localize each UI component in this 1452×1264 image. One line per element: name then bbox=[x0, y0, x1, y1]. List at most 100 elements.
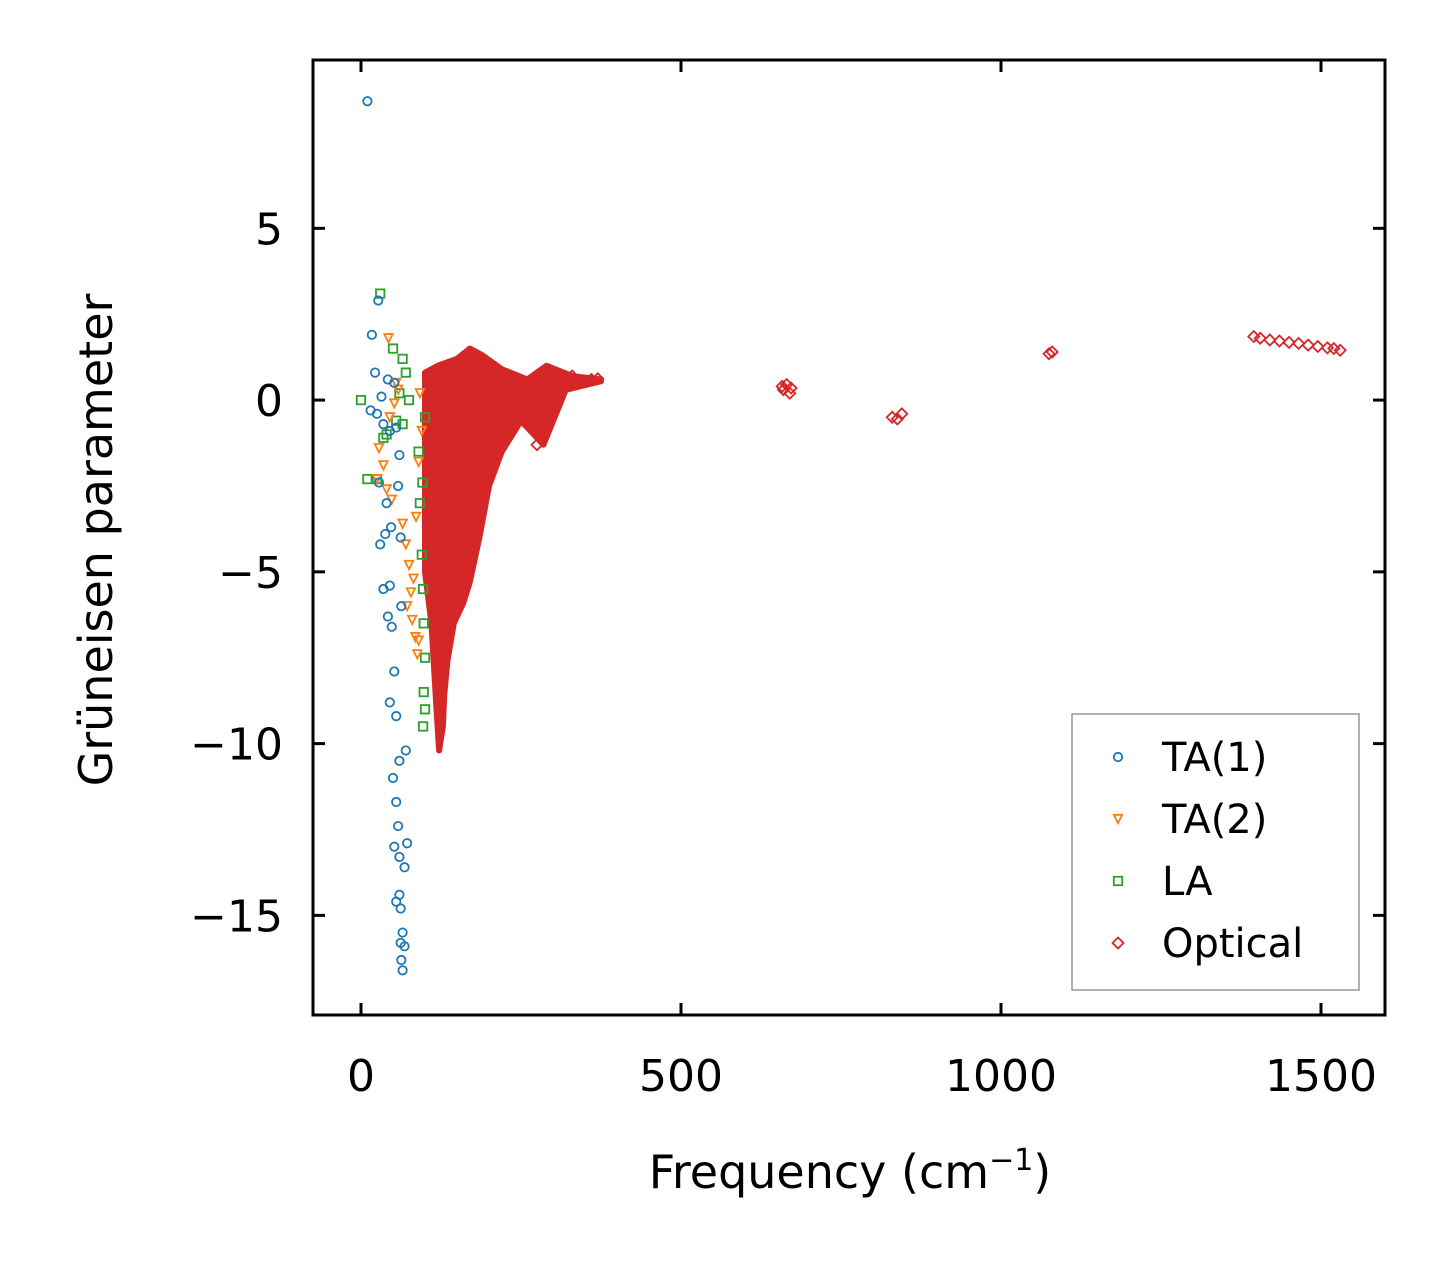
data-point bbox=[418, 618, 429, 629]
legend-item: LA bbox=[1112, 859, 1213, 905]
data-point bbox=[378, 432, 389, 443]
legend-label: Optical bbox=[1162, 921, 1303, 967]
data-point bbox=[410, 511, 422, 524]
data-point bbox=[1253, 331, 1267, 345]
data-point bbox=[384, 697, 395, 708]
data-point bbox=[396, 518, 409, 530]
x-tick-label: 500 bbox=[639, 1051, 723, 1102]
data-point bbox=[375, 539, 386, 550]
data-point bbox=[387, 343, 399, 354]
legend-item: TA(2) bbox=[1112, 797, 1267, 843]
data-point bbox=[380, 484, 393, 496]
data-point bbox=[1282, 335, 1296, 350]
legend-item: Optical bbox=[1111, 921, 1303, 967]
data-point bbox=[775, 379, 789, 394]
data-point bbox=[400, 367, 411, 378]
data-point bbox=[890, 412, 905, 426]
data-point bbox=[418, 686, 429, 698]
data-point bbox=[397, 927, 408, 938]
data-point bbox=[412, 635, 425, 647]
data-point bbox=[1263, 333, 1277, 347]
data-point bbox=[1301, 338, 1315, 352]
data-point bbox=[385, 522, 397, 533]
data-point bbox=[407, 573, 420, 585]
data-point bbox=[530, 438, 544, 452]
data-point bbox=[1042, 346, 1056, 361]
data-points bbox=[355, 96, 1347, 976]
data-point bbox=[1291, 336, 1306, 351]
data-point bbox=[1045, 345, 1059, 359]
data-point bbox=[1333, 343, 1347, 358]
data-point bbox=[584, 372, 599, 387]
data-point bbox=[391, 796, 402, 808]
legend-label: LA bbox=[1162, 859, 1213, 905]
data-point bbox=[414, 388, 426, 400]
legend-label: TA(2) bbox=[1161, 797, 1267, 843]
data-point bbox=[394, 755, 405, 766]
data-point bbox=[388, 398, 400, 410]
data-point bbox=[373, 477, 385, 488]
data-point bbox=[397, 965, 408, 976]
data-point bbox=[355, 394, 367, 406]
x-tick-label: 1000 bbox=[945, 1051, 1057, 1102]
data-point bbox=[375, 288, 386, 299]
data-point bbox=[1327, 341, 1341, 356]
data-point bbox=[391, 422, 402, 433]
data-point bbox=[389, 841, 400, 852]
data-point bbox=[386, 621, 397, 632]
y-tick-label: 5 bbox=[255, 204, 283, 255]
y-tick-label: −5 bbox=[218, 548, 283, 599]
series-ta-1- bbox=[362, 96, 413, 976]
data-point bbox=[395, 532, 406, 543]
x-tick-label: 1500 bbox=[1265, 1051, 1377, 1102]
x-tick-label: 0 bbox=[347, 1051, 375, 1102]
data-point bbox=[419, 412, 431, 423]
data-point bbox=[1311, 339, 1325, 354]
y-tick-label: 0 bbox=[255, 376, 283, 427]
data-point bbox=[535, 407, 549, 421]
data-point bbox=[784, 381, 798, 395]
data-point bbox=[396, 954, 407, 966]
data-point bbox=[417, 721, 429, 732]
data-point bbox=[369, 367, 381, 378]
data-point bbox=[397, 353, 408, 364]
optical-dense-region bbox=[422, 345, 604, 754]
data-point bbox=[394, 388, 405, 399]
data-point bbox=[376, 391, 387, 402]
x-axis-ticks: 0 500 1000 1500 bbox=[347, 60, 1377, 1102]
data-point bbox=[565, 369, 579, 383]
legend-marker bbox=[1111, 936, 1125, 950]
legend-marker bbox=[1112, 875, 1124, 887]
optical-dense-cluster bbox=[422, 345, 604, 754]
data-point bbox=[389, 377, 400, 389]
data-point bbox=[413, 446, 424, 457]
data-point bbox=[412, 456, 425, 469]
data-point bbox=[393, 480, 404, 492]
data-point bbox=[393, 820, 404, 832]
data-point bbox=[395, 903, 406, 914]
data-point bbox=[394, 449, 405, 461]
data-point bbox=[362, 96, 373, 107]
data-point bbox=[366, 329, 377, 340]
data-point bbox=[1272, 334, 1287, 348]
data-point bbox=[399, 862, 410, 873]
data-point bbox=[387, 772, 399, 784]
legend-label: TA(1) bbox=[1161, 735, 1267, 781]
data-point bbox=[411, 649, 423, 661]
data-point bbox=[380, 528, 391, 540]
data-point bbox=[394, 851, 405, 863]
data-point bbox=[416, 425, 428, 438]
data-point bbox=[394, 889, 405, 900]
data-point bbox=[381, 498, 392, 509]
data-point bbox=[416, 549, 427, 560]
data-point bbox=[401, 838, 413, 849]
data-point bbox=[377, 460, 390, 472]
data-point bbox=[384, 412, 396, 424]
y-tick-label: −10 bbox=[190, 720, 283, 771]
y-axis-title: Grüneisen parameter bbox=[69, 293, 123, 786]
plot-frame bbox=[311, 58, 1387, 1017]
series-optical bbox=[530, 329, 1347, 452]
data-point bbox=[419, 652, 431, 663]
data-point bbox=[419, 704, 431, 715]
data-point bbox=[414, 498, 425, 509]
